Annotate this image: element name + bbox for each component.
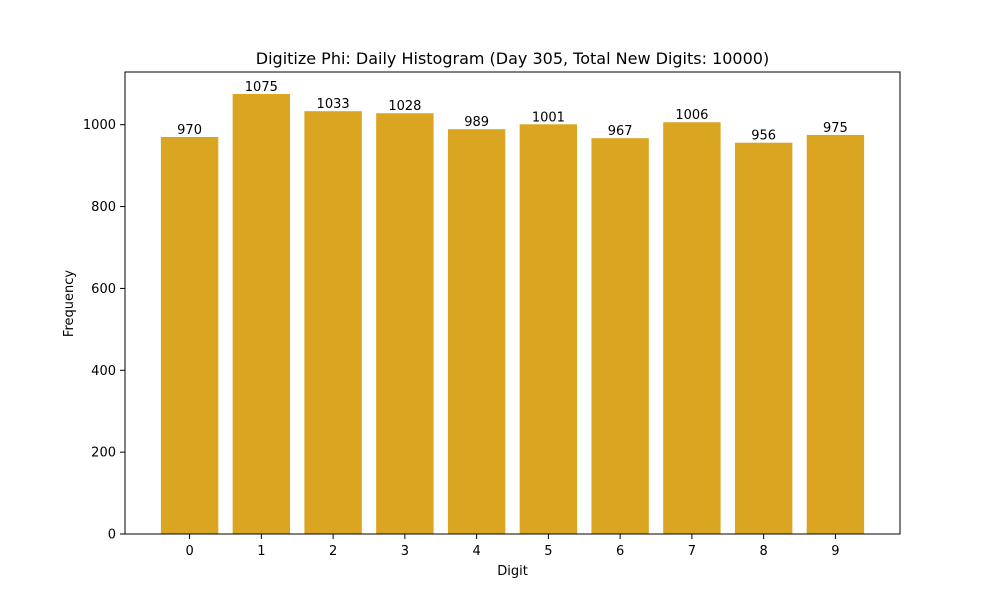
bar-digit-8 [734, 142, 793, 534]
y-tick-label: 0 [108, 528, 116, 543]
x-tick-label: 1 [257, 544, 265, 559]
y-tick-label: 200 [91, 446, 116, 461]
y-tick-label: 400 [91, 364, 116, 379]
bar-digit-3 [376, 113, 434, 534]
bar-value-label: 1028 [388, 99, 421, 114]
y-tick-label: 800 [91, 200, 116, 215]
y-tick-label: 1000 [83, 118, 116, 133]
chart-title: Digitize Phi: Daily Histogram (Day 305, … [256, 49, 769, 68]
bar-value-label: 1006 [675, 108, 708, 123]
bar-value-label: 1075 [245, 80, 278, 95]
x-tick-label: 4 [472, 544, 480, 559]
x-tick-label: 3 [401, 544, 409, 559]
x-tick-label: 5 [544, 544, 552, 559]
bar-digit-6 [591, 138, 649, 534]
bar-digit-2 [304, 111, 362, 534]
bar-value-label: 989 [464, 115, 489, 130]
x-tick-label: 2 [329, 544, 337, 559]
bar-value-label: 1001 [532, 110, 565, 125]
bar-value-label: 975 [823, 121, 848, 136]
x-tick-label: 8 [760, 544, 768, 559]
plot-frame [124, 71, 901, 535]
bar-value-label: 970 [177, 123, 202, 138]
bar-value-label: 967 [608, 124, 633, 139]
bar-digit-1 [232, 94, 291, 534]
bar-digit-0 [160, 136, 219, 534]
plot-area: 970 1075 1033 1028 989 1001 967 1006 956 975 [160, 80, 865, 535]
y-tick-label: 600 [91, 282, 116, 297]
bar-digit-4 [447, 129, 506, 534]
x-tick-label: 9 [831, 544, 839, 559]
bar-value-label: 956 [751, 129, 776, 144]
bar-value-label: 1033 [317, 97, 350, 112]
x-axis-label: Digit [497, 564, 528, 579]
y-axis-ticks: 0 200 400 600 800 1000 [83, 118, 125, 543]
bar-digit-7 [663, 122, 721, 535]
x-tick-label: 7 [688, 544, 696, 559]
bar-digit-9 [806, 134, 865, 534]
x-tick-label: 0 [185, 544, 193, 559]
x-tick-label: 6 [616, 544, 624, 559]
bar-digit-5 [519, 124, 578, 535]
x-axis-ticks: 0 1 2 3 4 5 6 7 8 9 [185, 534, 840, 559]
y-axis-label: Frequency [62, 270, 77, 337]
